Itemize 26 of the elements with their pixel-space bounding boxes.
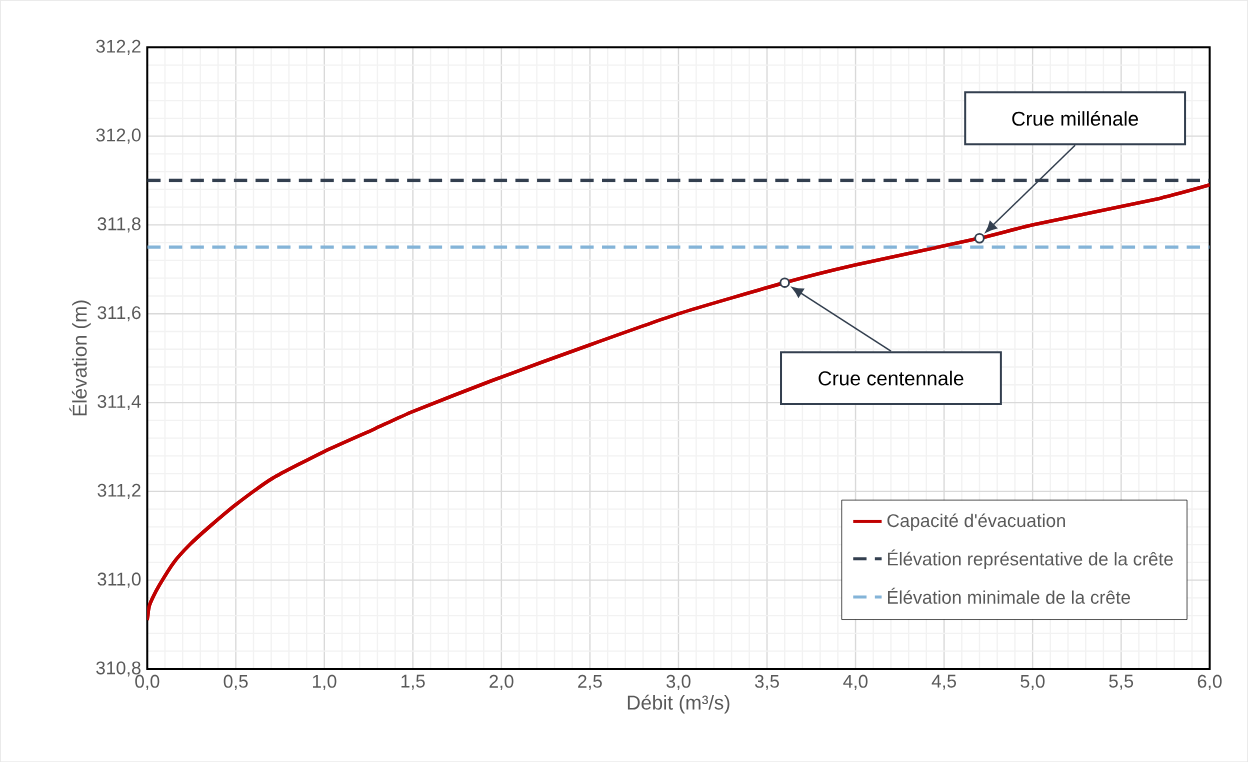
legend-label: Élévation minimale de la crête [888,587,1131,604]
annotation: Crue millénale [1012,110,1139,126]
legend-label: Élévation représentative de la crête [888,549,1173,569]
x-tick-label: 3,0 [666,674,691,690]
y-tick-label: 311,0 [97,572,141,588]
x-tick-label: 2,5 [578,674,602,690]
x-tick-label: 6,0 [1197,674,1222,690]
y-tick-label: 312,0 [96,128,141,144]
x-axis-title: Débit (m³/s) [627,694,730,714]
legend-label: Capacité d'évacuation [887,513,1065,531]
y-axis-title: Élévation (m) [69,300,91,416]
y-tick-label: 311,8 [97,217,141,233]
y-tick-label: 312,2 [96,39,141,55]
x-tick-label: 5,5 [1109,674,1134,690]
x-tick-label: 5,0 [1020,674,1045,690]
x-tick-label: 3,5 [754,674,779,690]
y-tick-label: 311,4 [97,394,141,410]
x-tick-label: 4,0 [843,674,868,690]
annotation: Crue centennale [818,370,964,386]
y-tick-label: 311,2 [97,483,141,499]
x-tick-label: 2,0 [489,674,514,690]
x-tick-label: 4,5 [931,674,957,690]
x-tick-label: 1,0 [312,674,337,690]
y-tick-label: 311,6 [97,306,141,322]
x-tick-label: 0,5 [223,674,248,690]
x-tick-label: 1,5 [401,674,425,690]
